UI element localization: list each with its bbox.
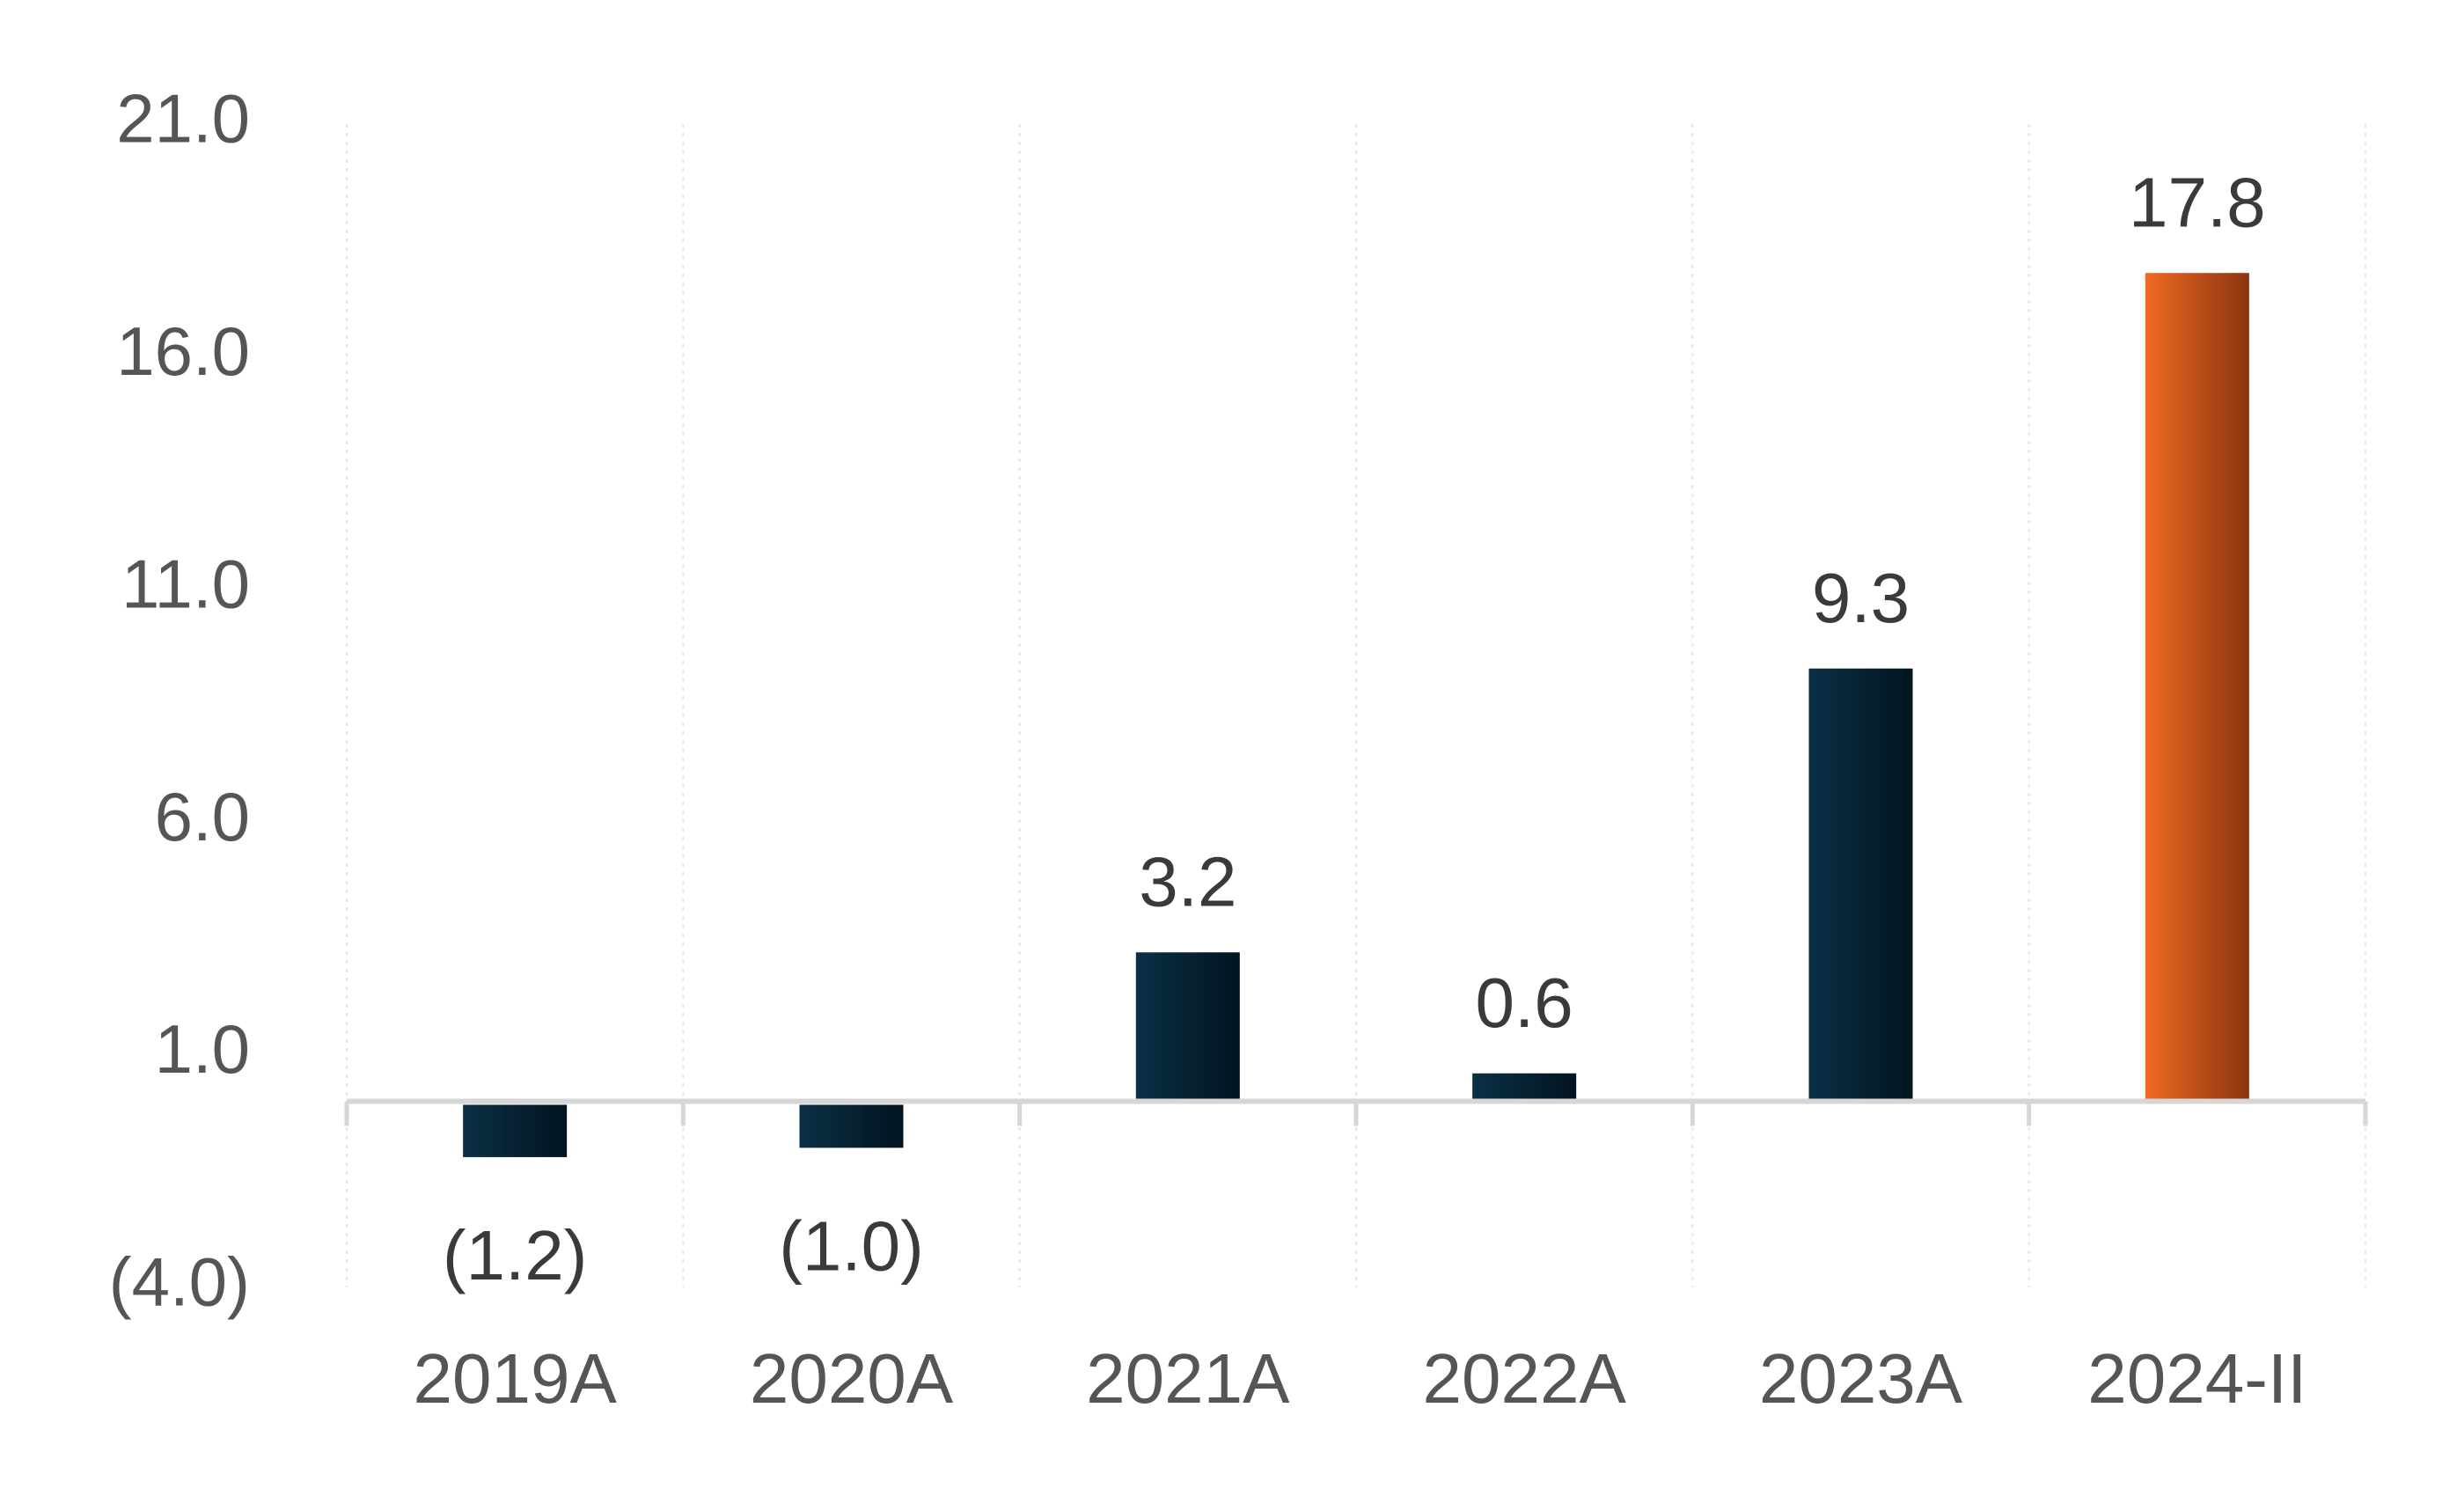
y-tick-label: 16.0: [116, 312, 250, 390]
x-axis: [344, 1098, 2368, 1126]
category-label: 2022A: [1423, 1339, 1627, 1418]
category-label: 2024-II: [2087, 1339, 2306, 1418]
bar: [1135, 952, 1240, 1100]
y-axis: 21.0 16.0 11.0 6.0 1.0 (4.0): [109, 80, 250, 1321]
data-label: 3.2: [1139, 842, 1236, 920]
category-label: 2021A: [1086, 1339, 1290, 1418]
y-tick-label: 6.0: [155, 778, 250, 855]
data-label: (1.2): [443, 1216, 588, 1294]
data-label: (1.0): [779, 1206, 924, 1285]
y-tick-label: 21.0: [116, 80, 250, 158]
category-label: 2019A: [414, 1339, 618, 1418]
category-labels: 2019A 2020A 2021A 2022A 2023A 2024-II: [414, 1339, 2307, 1418]
y-tick-label: (4.0): [109, 1243, 250, 1321]
bar: [1472, 1073, 1577, 1100]
bar: [463, 1104, 568, 1157]
bar: [2145, 273, 2249, 1100]
bars: [463, 273, 2249, 1157]
gridlines: [346, 124, 2366, 1287]
data-labels: (1.2) (1.0) 3.2 0.6 9.3 17.8: [443, 163, 2266, 1294]
bar: [799, 1104, 904, 1148]
y-tick-label: 11.0: [121, 545, 250, 622]
y-tick-label: 1.0: [155, 1010, 250, 1088]
category-label: 2023A: [1759, 1339, 1963, 1418]
bar: [1808, 668, 1913, 1100]
data-label: 9.3: [1812, 559, 1910, 637]
category-label: 2020A: [750, 1339, 954, 1418]
data-label: 17.8: [2129, 163, 2266, 241]
data-label: 0.6: [1476, 964, 1573, 1042]
